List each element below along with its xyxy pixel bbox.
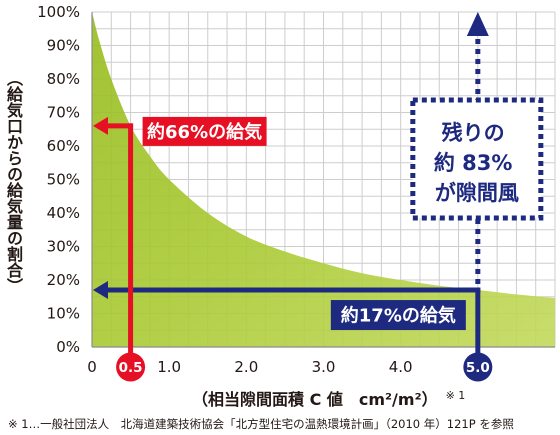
- y-tick-label: 10%: [47, 305, 80, 323]
- x-tick-label: 0.5: [119, 360, 143, 376]
- x-tick-label: 4.0: [389, 358, 413, 376]
- x-tick-label: 5.0: [466, 360, 490, 376]
- y-axis-ticks: 100% 90% 80% 70% 60% 50% 40% 30% 20% 10% 0%: [37, 3, 80, 356]
- remaining-airflow-text: 残りの 約 83% が隙間風: [434, 121, 520, 205]
- y-tick-label: 100%: [37, 3, 80, 21]
- y-tick-label: 70%: [47, 104, 80, 122]
- y-tick-label: 60%: [47, 137, 80, 155]
- remaining-line-3: が隙間風: [435, 181, 519, 205]
- x-tick-label: 0: [87, 358, 97, 376]
- x-axis-note: ※ 1: [445, 389, 466, 402]
- supply-air-17-callout: 約17%の給気: [93, 281, 481, 362]
- curve-area: [92, 12, 555, 347]
- red-arrow-head: [93, 116, 108, 135]
- x-axis-ticks: 0 0.5 1.0 2.0 3.0 4.0 5.0: [87, 352, 493, 382]
- remaining-airflow-box: [410, 97, 544, 221]
- red-label-box: [142, 116, 267, 146]
- x-tick-label: 1.0: [157, 358, 181, 376]
- dotted-arrow-head: [466, 12, 489, 36]
- x-axis-title: （相当隙間面積 C 値 cm²/m²）: [192, 390, 438, 409]
- navy-label-box: [330, 300, 466, 331]
- y-tick-label: 90%: [47, 37, 80, 55]
- x-tick-marker: [463, 352, 493, 382]
- y-axis-label: （給気口からの給気量の割合）: [4, 70, 23, 294]
- remaining-line-2: 約 83%: [434, 151, 513, 175]
- navy-label-text: 約17%の給気: [341, 305, 456, 327]
- y-tick-label: 30%: [47, 238, 80, 256]
- x-tick-marker: [116, 352, 146, 382]
- x-axis-label: （相当隙間面積 C 値 cm²/m²） ※ 1: [192, 386, 465, 410]
- y-tick-label: 40%: [47, 204, 80, 222]
- y-tick-label: 20%: [47, 271, 80, 289]
- navy-arrow-head: [93, 281, 108, 300]
- red-label-text: 約66%の給気: [147, 121, 262, 143]
- supply-air-66-callout: 約66%の給気: [93, 116, 267, 362]
- y-tick-label: 0%: [56, 338, 80, 356]
- footnote: ※ 1…一般社団法人 北海道建築技術協会「北方型住宅の温熱環境計画」（2010 …: [8, 417, 514, 431]
- x-tick-label: 3.0: [312, 358, 336, 376]
- x-tick-label: 2.0: [234, 358, 258, 376]
- remaining-airflow-annotation: 残りの 約 83% が隙間風: [410, 12, 544, 285]
- y-tick-label: 50%: [47, 171, 80, 189]
- y-tick-label: 80%: [47, 70, 80, 88]
- remaining-line-1: 残りの: [442, 121, 505, 145]
